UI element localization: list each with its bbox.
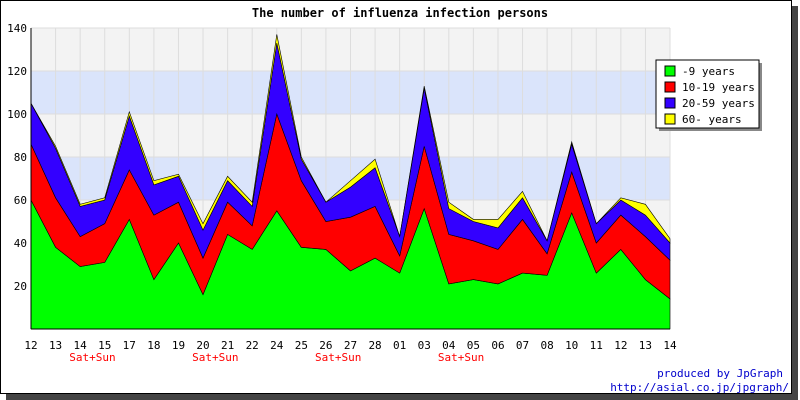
x-tick-label: 10 [565, 339, 578, 352]
x-tick-label: 11 [590, 339, 603, 352]
x-tick-label: 24 [270, 339, 284, 352]
y-tick-label: 120 [7, 65, 27, 78]
x-tick-label: 04 [442, 339, 456, 352]
legend-swatch-4 [664, 113, 676, 125]
weekend-label: Sat+Sun [69, 351, 115, 364]
x-tick-label: 25 [295, 339, 308, 352]
y-tick-label: 140 [7, 22, 27, 35]
x-tick-label: 22 [246, 339, 259, 352]
x-tick-label: 20 [196, 339, 209, 352]
legend: -9 years 10-19 years 20-59 years 60- years [655, 59, 762, 131]
weekend-label: Sat+Sun [192, 351, 238, 364]
weekend-label: Sat+Sun [315, 351, 361, 364]
legend-label-1: -9 years [682, 65, 735, 78]
x-tick-label: 13 [49, 339, 62, 352]
y-tick-label: 20 [14, 280, 27, 293]
x-tick-label: 13 [639, 339, 652, 352]
weekend-label: Sat+Sun [438, 351, 484, 364]
x-tick-label: 05 [467, 339, 480, 352]
y-tick-label: 60 [14, 194, 27, 207]
x-tick-label: 12 [614, 339, 627, 352]
legend-label-3: 20-59 years [682, 97, 755, 110]
x-tick-label: 28 [368, 339, 381, 352]
legend-swatch-3 [664, 97, 676, 109]
gridlines [30, 27, 671, 329]
x-tick-label: 14 [74, 339, 88, 352]
legend-swatch-2 [664, 81, 676, 93]
credit-link[interactable]: http://asial.co.jp/jpgraph/ [610, 381, 789, 394]
credit-line-1: produced by JpGraph [657, 367, 783, 380]
y-tick-label: 100 [7, 108, 27, 121]
area-series-4 [30, 34, 671, 244]
x-tick-label: 21 [221, 339, 234, 352]
x-tick-label: 19 [172, 339, 185, 352]
x-tick-label: 12 [24, 339, 37, 352]
axes [30, 28, 670, 330]
x-tick-label: 26 [319, 339, 332, 352]
legend-swatch-1 [664, 65, 676, 77]
x-tick-label: 15 [98, 339, 111, 352]
x-tick-label: 03 [418, 339, 431, 352]
x-tick-label: 06 [491, 339, 504, 352]
x-tick-label: 27 [344, 339, 357, 352]
x-tick-label: 01 [393, 339, 406, 352]
x-tick-label: 14 [663, 339, 677, 352]
x-tick-label: 18 [147, 339, 160, 352]
y-axis-ticks: 20 40 60 80 100 120 140 [7, 22, 27, 293]
x-tick-label: 08 [540, 339, 553, 352]
legend-label-2: 10-19 years [682, 81, 755, 94]
chart-title: The number of influenza infection person… [252, 6, 548, 20]
x-tick-label: 17 [123, 339, 136, 352]
y-tick-label: 80 [14, 151, 27, 164]
legend-label-4: 60- years [682, 113, 742, 126]
x-axis-ticks: 12 13 14 15 17 18 19 20 21 22 24 25 26 27 28 01 03 04 05 06… [24, 339, 677, 364]
x-tick-label: 07 [516, 339, 529, 352]
y-tick-label: 40 [14, 237, 27, 250]
